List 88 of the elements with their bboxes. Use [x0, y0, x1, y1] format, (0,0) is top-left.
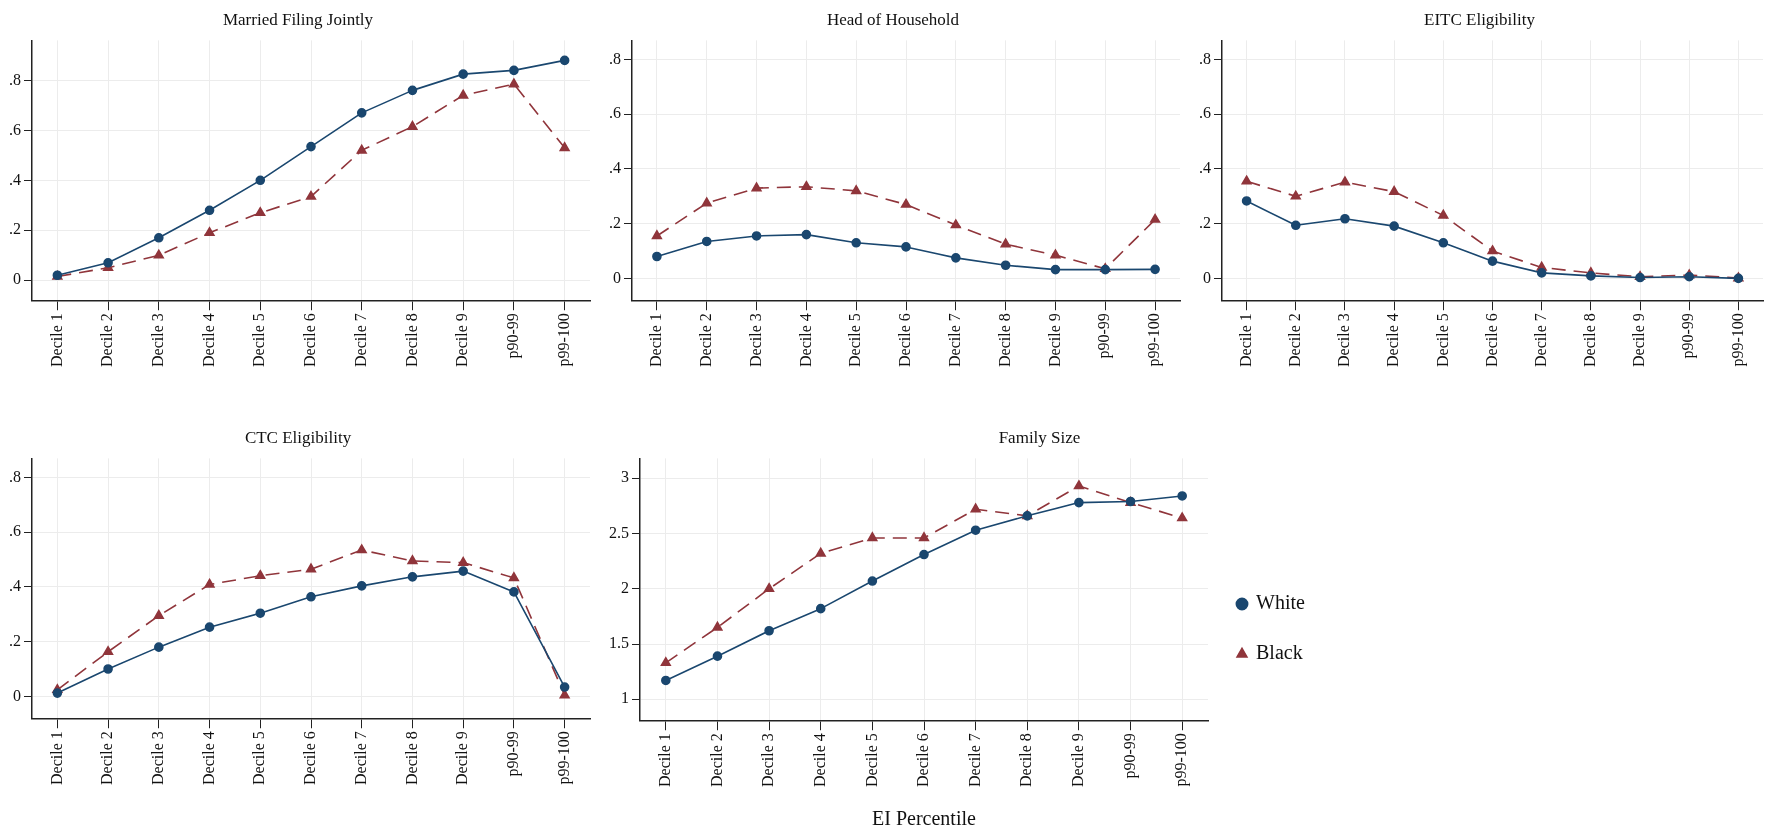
x-tick-label: Decile 5 — [250, 313, 268, 367]
y-tick-label: 2 — [621, 578, 629, 596]
x-tick-label: Decile 2 — [707, 733, 725, 787]
x-tick-label: Decile 2 — [1285, 313, 1303, 367]
x-tick-label: Decile 9 — [1045, 313, 1063, 367]
y-tick-label: .4 — [609, 159, 621, 177]
legend-label: Black — [1256, 641, 1303, 664]
y-tick-label: .4 — [9, 577, 21, 595]
y-tick-label: .4 — [9, 170, 21, 188]
chart-title: CTC Eligibility — [244, 427, 352, 447]
x-tick-label: Decile 3 — [149, 731, 167, 785]
x-tick-label: Decile 5 — [862, 733, 880, 787]
y-tick-label: .8 — [9, 467, 21, 485]
x-tick-label: Decile 7 — [1531, 313, 1549, 367]
x-tick-label: Decile 1 — [1236, 313, 1254, 367]
y-tick-label: 1 — [621, 689, 629, 707]
x-tick-label: p90-99 — [1120, 733, 1139, 779]
x-tick-label: Decile 4 — [199, 731, 217, 785]
x-tick-label: Decile 1 — [647, 313, 665, 367]
y-tick-label: .2 — [9, 631, 21, 649]
x-tick-label: Decile 4 — [810, 733, 828, 787]
x-tick-label: Decile 5 — [846, 313, 864, 367]
x-tick-label: Decile 1 — [47, 731, 65, 785]
y-tick-label: 0 — [613, 268, 621, 286]
x-tick-label: Decile 4 — [796, 313, 814, 367]
x-tick-label: Decile 2 — [98, 313, 116, 367]
x-tick-label: Decile 8 — [402, 313, 420, 367]
x-tick-label: Decile 7 — [965, 733, 983, 787]
x-tick-label: Decile 4 — [199, 313, 217, 367]
x-tick-label: Decile 1 — [656, 733, 674, 787]
x-tick-label: Decile 9 — [1069, 733, 1087, 787]
y-tick-label: .8 — [9, 70, 21, 88]
x-tick-label: Decile 6 — [914, 733, 932, 787]
x-tick-label: Decile 5 — [1433, 313, 1451, 367]
y-tick-label: 3 — [621, 468, 629, 486]
x-tick-label: Decile 3 — [149, 313, 167, 367]
y-tick-label: 0 — [13, 270, 21, 288]
x-tick-label: p99-100 — [1728, 313, 1747, 367]
x-tick-label: Decile 6 — [1482, 313, 1500, 367]
x-tick-label: p99-100 — [554, 731, 573, 785]
y-tick-label: .4 — [1199, 159, 1211, 177]
x-axis-title: EI Percentile — [872, 807, 977, 830]
y-tick-label: 1.5 — [609, 634, 629, 652]
chart-title: Married Filing Jointly — [222, 9, 374, 29]
x-tick-label: p99-100 — [554, 313, 573, 367]
x-tick-label: Decile 8 — [1017, 733, 1035, 787]
chart-title: Family Size — [998, 427, 1081, 447]
y-tick-label: 0 — [13, 686, 21, 704]
x-tick-label: Decile 8 — [1581, 313, 1599, 367]
x-tick-label: p90-99 — [504, 313, 523, 359]
x-tick-label: Decile 9 — [453, 313, 471, 367]
x-tick-label: Decile 3 — [759, 733, 777, 787]
x-tick-label: Decile 5 — [250, 731, 268, 785]
x-tick-label: Decile 7 — [351, 731, 369, 785]
legend-label: White — [1256, 591, 1305, 614]
x-tick-label: p90-99 — [1095, 313, 1114, 359]
y-tick-label: .8 — [1199, 49, 1211, 67]
y-tick-label: .2 — [609, 213, 621, 231]
y-tick-label: 0 — [1203, 268, 1211, 286]
x-tick-label: Decile 3 — [1335, 313, 1353, 367]
x-tick-label: Decile 2 — [98, 731, 116, 785]
y-tick-label: .6 — [9, 120, 21, 138]
x-tick-label: Decile 7 — [946, 313, 964, 367]
y-tick-label: .2 — [1199, 213, 1211, 231]
x-tick-label: Decile 1 — [47, 313, 65, 367]
x-tick-label: p90-99 — [1679, 313, 1698, 359]
x-tick-label: p99-100 — [1145, 313, 1164, 367]
y-tick-label: .6 — [609, 104, 621, 122]
x-tick-label: Decile 3 — [746, 313, 764, 367]
chart-title: EITC Eligibility — [1424, 9, 1536, 29]
y-tick-label: .8 — [609, 49, 621, 67]
x-tick-label: Decile 2 — [696, 313, 714, 367]
y-tick-label: .6 — [1199, 104, 1211, 122]
x-tick-label: Decile 7 — [351, 313, 369, 367]
x-tick-label: Decile 6 — [301, 313, 319, 367]
y-tick-label: .2 — [9, 220, 21, 238]
y-tick-label: .6 — [9, 522, 21, 540]
x-tick-label: p99-100 — [1172, 733, 1191, 787]
y-tick-label: 2.5 — [609, 523, 629, 541]
x-tick-label: Decile 6 — [301, 731, 319, 785]
x-tick-label: Decile 4 — [1384, 313, 1402, 367]
x-tick-label: Decile 8 — [402, 731, 420, 785]
chart-title: Head of Household — [826, 9, 960, 29]
x-tick-label: Decile 6 — [896, 313, 914, 367]
x-tick-label: Decile 8 — [995, 313, 1013, 367]
x-tick-label: Decile 9 — [453, 731, 471, 785]
x-tick-label: p90-99 — [504, 731, 523, 777]
x-tick-label: Decile 9 — [1630, 313, 1648, 367]
